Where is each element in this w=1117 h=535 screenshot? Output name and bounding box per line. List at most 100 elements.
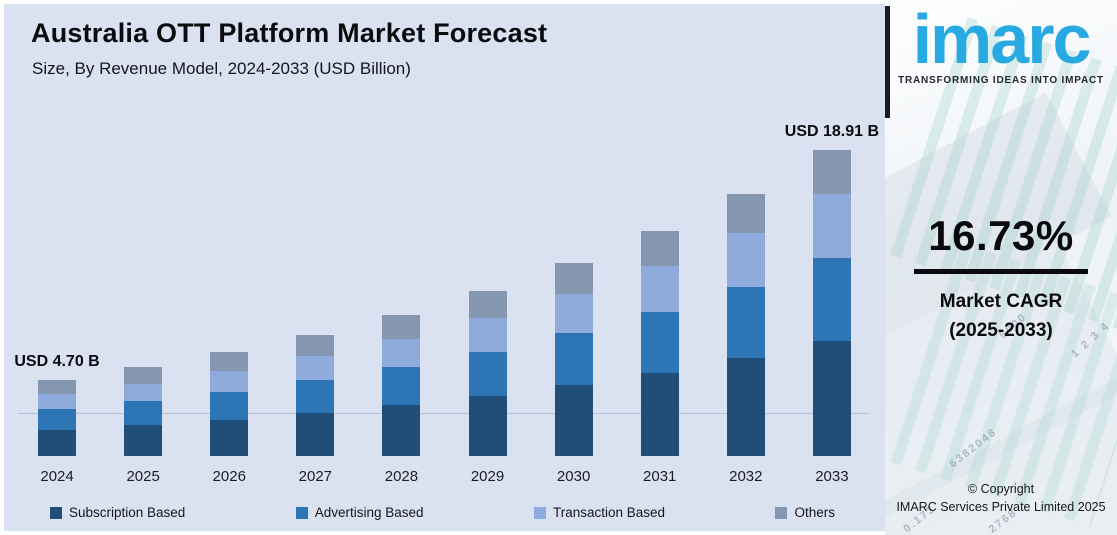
imarc-logo-text: imarc (912, 0, 1092, 78)
legend-swatch (50, 506, 62, 519)
legend-label: Advertising Based (314, 505, 424, 520)
imarc-logo: imarc TRANSFORMING IDEAS INTO IMPACT (885, 4, 1117, 86)
cagr-underline (914, 269, 1088, 274)
bar-column-2033: 2033 USD 18.91 B (785, 4, 879, 489)
legend-swatch (533, 506, 546, 519)
bar-segment-transaction-based (210, 371, 249, 392)
legend-swatch (295, 506, 308, 519)
bar-segment-transaction-based (382, 338, 421, 368)
x-axis-label: 2026 (212, 468, 246, 485)
bar-segment-others (554, 263, 593, 295)
bar-segment-subscription-based (726, 358, 765, 456)
copyright-line2: IMARC Services Private Limited 2025 (896, 500, 1106, 515)
bar-stack (468, 290, 507, 456)
cagr-period: (2025-2033) (949, 319, 1053, 341)
bar-segment-others (124, 367, 163, 384)
bar-segment-subscription-based (554, 385, 593, 456)
legend-swatch (775, 506, 788, 519)
bar-segment-others (812, 149, 851, 195)
bar-segment-transaction-based (640, 266, 679, 313)
bar-stack (210, 352, 249, 456)
bar-stack (812, 149, 851, 456)
x-axis-label: 2030 (556, 468, 591, 485)
x-axis-label: 2032 (729, 468, 763, 485)
logo-accent-bar (885, 6, 890, 118)
bar-segment-others (38, 379, 77, 395)
legend-item-others: Others (775, 505, 835, 520)
bar-column-2030: 2030 (531, 4, 617, 489)
bar-stack (726, 193, 765, 456)
bar-column-2025: 2025 (100, 4, 186, 489)
bar-segment-subscription-based (468, 396, 507, 456)
bar-segment-subscription-based (296, 412, 335, 456)
bar-segment-advertising-based (726, 287, 765, 358)
bar-stack (296, 334, 335, 456)
bar-column-2024: 2024 USD 4.70 B (14, 4, 100, 489)
cagr-value: 16.73% (928, 212, 1074, 259)
bar-stack (640, 231, 679, 456)
imarc-logo-tagline: TRANSFORMING IDEAS INTO IMPACT (898, 75, 1104, 86)
x-axis-label: 2031 (643, 468, 677, 485)
bar-value-annotation: USD 4.70 B (14, 353, 100, 370)
bar-segment-others (726, 193, 765, 234)
bar-segment-advertising-based (38, 409, 77, 430)
x-axis-label: 2028 (384, 468, 419, 485)
bar-column-2026: 2026 (186, 4, 272, 489)
x-axis-label: 2027 (298, 468, 333, 485)
bar-stack (124, 367, 163, 456)
bar-value-annotation: USD 18.91 B (784, 123, 880, 140)
bar-segment-advertising-based (382, 367, 421, 406)
bar-column-2027: 2027 (272, 4, 358, 489)
bar-stack (554, 263, 593, 456)
bar-segment-transaction-based (726, 233, 765, 288)
sidebar: 5000 1 2 3 4 6382048 0.173 2768 imarc TR… (885, 0, 1117, 535)
bar-segment-transaction-based (468, 318, 507, 352)
bar-segment-advertising-based (210, 391, 249, 420)
bar-segment-advertising-based (812, 257, 851, 341)
bar-segment-transaction-based (38, 394, 77, 410)
legend-label: Subscription Based (69, 505, 186, 520)
page-title: Australia OTT Platform Market Forecast (31, 18, 548, 48)
bar-segment-advertising-based (640, 312, 679, 373)
bar-segment-advertising-based (468, 351, 507, 397)
x-axis-baseline (18, 413, 869, 414)
bar-segment-others (296, 334, 335, 357)
bar-column-2029: 2029 (444, 4, 530, 489)
bar-segment-transaction-based (554, 294, 593, 334)
x-axis-label: 2033 (815, 468, 849, 485)
x-axis-label: 2024 (40, 468, 74, 485)
bar-segment-subscription-based (640, 372, 679, 456)
cagr-block: 16.73% Market CAGR (2025-2033) (885, 212, 1117, 345)
bar-segment-transaction-based (812, 194, 851, 258)
bar-segment-others (640, 231, 679, 267)
bar-column-2031: 2031 (617, 4, 703, 489)
bar-segment-subscription-based (812, 340, 851, 456)
bar-segment-advertising-based (124, 401, 163, 426)
legend-label: Others (794, 505, 835, 520)
copyright-line1: © Copyright (967, 481, 1035, 496)
bar-segment-subscription-based (210, 419, 249, 456)
bar-segment-advertising-based (296, 380, 335, 413)
x-axis-label: 2029 (470, 468, 505, 485)
bar-segment-transaction-based (296, 356, 335, 381)
bar-segment-subscription-based (38, 429, 77, 456)
x-axis-label: 2025 (126, 468, 160, 485)
legend-label: Transaction Based (552, 505, 666, 520)
bar-column-2032: 2032 (703, 4, 789, 489)
bar-segment-advertising-based (554, 333, 593, 386)
chart-legend: Subscription Based Advertising Based Trans… (50, 505, 835, 520)
bar-segment-others (210, 352, 249, 372)
bar-segment-others (468, 290, 507, 319)
chart-panel: Australia OTT Platform Market Forecast S… (4, 4, 885, 531)
bar-segment-transaction-based (124, 383, 163, 402)
legend-item-subscription-based: Subscription Based (50, 505, 185, 520)
bar-segment-others (382, 314, 421, 339)
bar-column-2028: 2028 (358, 4, 444, 489)
legend-item-transaction-based: Transaction Based (533, 505, 666, 520)
page-subtitle: Size, By Revenue Model, 2024-2033 (USD B… (32, 59, 411, 78)
bar-segment-subscription-based (382, 405, 421, 456)
copyright: © Copyright IMARC Services Private Limit… (885, 480, 1117, 518)
bar-segment-subscription-based (124, 425, 163, 456)
cagr-label: Market CAGR (939, 291, 1063, 312)
